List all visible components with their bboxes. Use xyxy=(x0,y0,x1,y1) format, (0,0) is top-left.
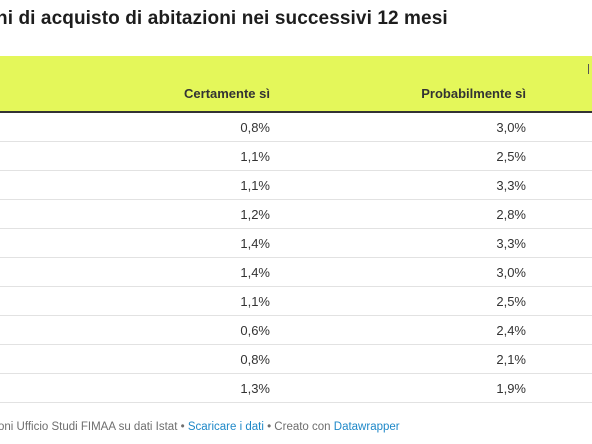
table-row: 1,4% 3,0% xyxy=(0,258,592,287)
cell-certamente-si: 1,2% xyxy=(240,207,270,222)
truncated-column-marker xyxy=(588,64,592,74)
cell-certamente-si: 1,1% xyxy=(240,149,270,164)
separator: • xyxy=(177,421,188,433)
table-row: 1,4% 3,3% xyxy=(0,229,592,258)
cell-probabilmente-si: 3,0% xyxy=(496,265,526,280)
cell-certamente-si: 1,1% xyxy=(240,178,270,193)
cell-probabilmente-si: 3,0% xyxy=(496,120,526,135)
download-data-link[interactable]: Scaricare i dati xyxy=(187,421,264,433)
cell-probabilmente-si: 2,5% xyxy=(496,149,526,164)
cell-certamente-si: 1,4% xyxy=(240,265,270,280)
table-row: 1,1% 2,5% xyxy=(0,287,592,316)
cell-certamente-si: 1,4% xyxy=(240,236,270,251)
cell-probabilmente-si: 1,9% xyxy=(496,381,526,396)
chart-title: ni di acquisto di abitazioni nei success… xyxy=(0,8,448,29)
cell-probabilmente-si: 3,3% xyxy=(496,236,526,251)
column-header-certamente-si[interactable]: Certamente sì xyxy=(184,86,270,101)
cell-certamente-si: 0,8% xyxy=(240,352,270,367)
table-row: 0,8% 3,0% xyxy=(0,113,592,142)
table-header: Certamente sì Probabilmente sì xyxy=(0,56,592,113)
cell-probabilmente-si: 2,4% xyxy=(496,323,526,338)
cell-certamente-si: 1,1% xyxy=(240,294,270,309)
cell-probabilmente-si: 2,8% xyxy=(496,207,526,222)
cell-certamente-si: 0,6% xyxy=(240,323,270,338)
cell-probabilmente-si: 3,3% xyxy=(496,178,526,193)
table-row: 0,8% 2,1% xyxy=(0,345,592,374)
column-header-probabilmente-si[interactable]: Probabilmente sì xyxy=(421,86,526,101)
cell-probabilmente-si: 2,5% xyxy=(496,294,526,309)
table-row: 1,2% 2,8% xyxy=(0,200,592,229)
datawrapper-link[interactable]: Datawrapper xyxy=(333,421,400,433)
cell-certamente-si: 0,8% xyxy=(240,120,270,135)
footer: oni Ufficio Studi FIMAA su dati Istat • … xyxy=(0,421,400,433)
table-row: 1,1% 2,5% xyxy=(0,142,592,171)
cell-certamente-si: 1,3% xyxy=(240,381,270,396)
created-with-text: • Creato con xyxy=(263,421,334,433)
table-row: 1,3% 1,9% xyxy=(0,374,592,403)
source-note: oni Ufficio Studi FIMAA su dati Istat xyxy=(0,421,178,433)
table-row: 0,6% 2,4% xyxy=(0,316,592,345)
table-row: 1,1% 3,3% xyxy=(0,171,592,200)
cell-probabilmente-si: 2,1% xyxy=(496,352,526,367)
